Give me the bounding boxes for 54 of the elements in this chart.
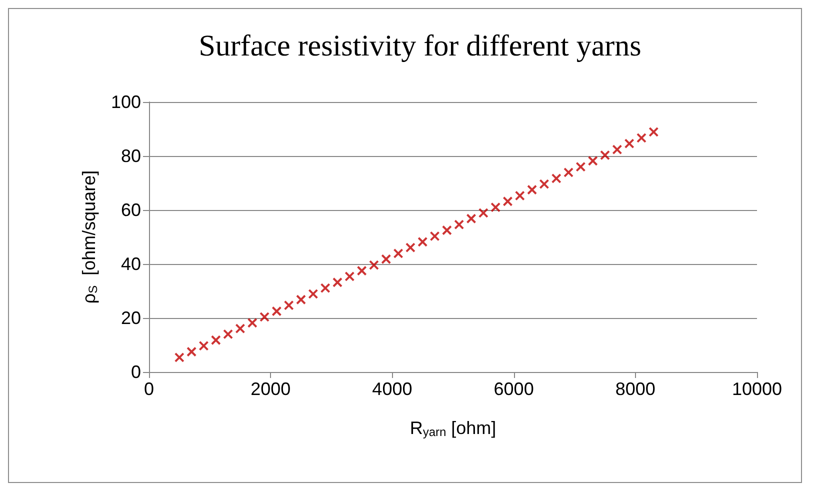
point: [588, 156, 598, 166]
point: [332, 277, 342, 288]
point: [576, 162, 586, 172]
point: [490, 202, 501, 212]
y-tick-label: 20: [120, 308, 141, 328]
x-tick-label: 2000: [250, 379, 291, 399]
point: [198, 340, 209, 351]
point: [284, 300, 294, 310]
point: [247, 318, 258, 328]
y-tick-label: 100: [110, 92, 141, 112]
point: [636, 132, 646, 143]
chart-title: Surface resistivity for different yarns: [198, 30, 642, 62]
point: [223, 329, 234, 340]
y-tick-label: 40: [120, 254, 141, 274]
point: [502, 196, 513, 206]
point: [405, 242, 416, 253]
point: [539, 179, 550, 190]
y-axis-title: ρS [ohm/square]: [79, 170, 100, 304]
point: [308, 288, 318, 299]
point: [368, 260, 379, 270]
y-tick-label: 60: [120, 200, 141, 220]
point: [564, 167, 574, 178]
point: [381, 254, 392, 264]
x-tick-label: 0: [144, 379, 154, 399]
point: [600, 150, 610, 160]
point: [514, 190, 525, 201]
point: [454, 220, 464, 230]
point: [648, 126, 659, 137]
point: [418, 236, 428, 247]
point: [466, 214, 476, 224]
point: [272, 306, 282, 316]
point: [186, 346, 197, 357]
point: [478, 208, 488, 218]
point: [344, 271, 355, 282]
y-tick-label: 0: [130, 362, 141, 382]
point: [296, 294, 306, 305]
point: [527, 184, 538, 195]
y-tick-label: 80: [120, 146, 141, 166]
point: [260, 312, 270, 322]
x-tick-label: 10000: [732, 379, 782, 399]
x-tick-label: 6000: [494, 379, 534, 399]
point: [210, 335, 221, 346]
point: [356, 266, 367, 276]
point: [174, 352, 184, 362]
point: [235, 324, 246, 334]
point: [442, 225, 452, 236]
point: [551, 173, 562, 184]
point: [612, 144, 622, 155]
point: [624, 138, 634, 149]
point: [430, 231, 440, 242]
point: [393, 248, 404, 258]
x-tick-label: 4000: [372, 379, 412, 399]
point: [320, 283, 330, 294]
x-tick-label: 8000: [615, 379, 656, 399]
